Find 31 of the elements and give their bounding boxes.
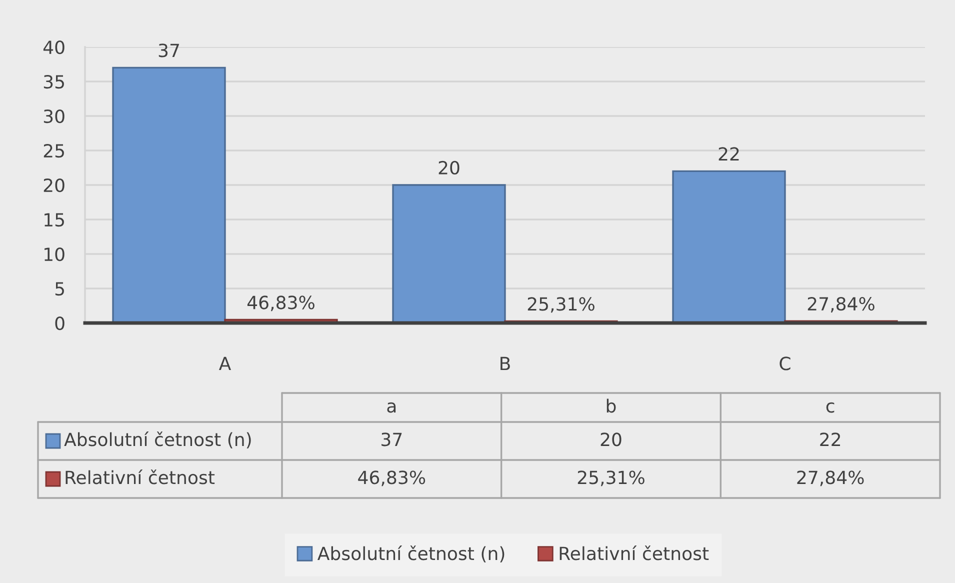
text: Absolutní četnost (n) — [318, 546, 504, 562]
x-tick-label: A — [218, 356, 232, 370]
data-label: 25,31% — [528, 297, 594, 313]
text: a — [387, 402, 396, 413]
text: 46,83% — [358, 470, 426, 486]
y-tick-label: 25 — [44, 144, 64, 158]
x-tick-label: B — [500, 356, 510, 370]
y-tick-label: 35 — [44, 74, 64, 89]
legend-label: Absolutní četnost (n) — [64, 432, 251, 448]
data-label: 37 — [158, 44, 179, 58]
data-label: 22 — [718, 147, 739, 160]
y-tick-label: 30 — [44, 109, 64, 124]
y-tick-label: 10 — [44, 247, 64, 262]
data-label: 27,84% — [808, 296, 874, 312]
text: 27,84% — [797, 470, 864, 486]
y-tick-label: 40 — [43, 40, 64, 54]
y-tick-label: 15 — [44, 213, 64, 227]
text: 25,31% — [578, 470, 644, 486]
data-label: 46,83% — [247, 296, 314, 312]
text: 20 — [600, 432, 622, 446]
text: b — [606, 398, 616, 413]
text: c — [826, 402, 834, 413]
text: 37 — [382, 432, 402, 446]
y-tick-label: 0 — [55, 316, 64, 330]
y-tick-label: 20 — [44, 178, 64, 192]
x-tick-label: C — [780, 356, 790, 370]
legend-label: Relativní četnost — [66, 470, 215, 484]
text: Relativní četnost — [560, 546, 709, 560]
text: 22 — [820, 432, 840, 446]
data-label: 20 — [438, 160, 460, 175]
y-tick-label: 5 — [55, 282, 64, 296]
